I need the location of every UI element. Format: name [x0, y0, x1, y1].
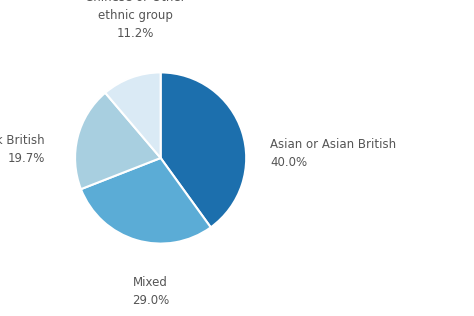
Text: Mixed
29.0%: Mixed 29.0% [132, 276, 169, 307]
Wedge shape [81, 158, 211, 244]
Text: Asian or Asian British
40.0%: Asian or Asian British 40.0% [270, 138, 396, 169]
Wedge shape [75, 93, 161, 189]
Text: Chinese or Other
ethnic group
11.2%: Chinese or Other ethnic group 11.2% [85, 0, 185, 40]
Wedge shape [105, 72, 161, 158]
Wedge shape [161, 72, 246, 228]
Text: Black or Black British
19.7%: Black or Black British 19.7% [0, 134, 45, 165]
